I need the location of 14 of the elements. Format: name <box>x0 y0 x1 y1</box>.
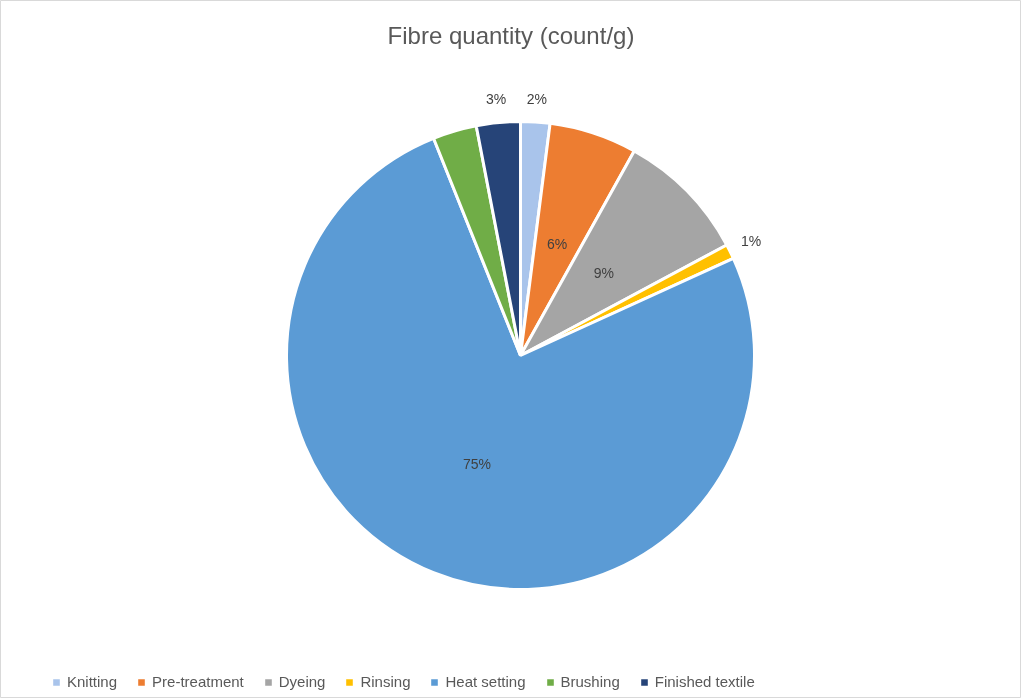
data-label: 9% <box>593 265 614 282</box>
chart-title: Fibre quantity (count/g) <box>387 22 635 49</box>
data-label: 3% <box>485 91 507 108</box>
data-label: 6% <box>546 236 568 253</box>
legend-label: Knitting <box>67 673 118 690</box>
data-label: 75% <box>463 456 492 473</box>
legend-label: Pre-treatment <box>152 673 244 690</box>
legend-label: Heat setting <box>445 673 526 690</box>
legend-label: Brushing <box>560 673 620 690</box>
data-label: 2% <box>526 90 547 107</box>
legend-label: Finished textile <box>654 673 755 690</box>
legend-label: Dyeing <box>278 673 326 690</box>
data-label: 1% <box>741 233 762 250</box>
legend-label: Rinsing <box>360 673 411 690</box>
